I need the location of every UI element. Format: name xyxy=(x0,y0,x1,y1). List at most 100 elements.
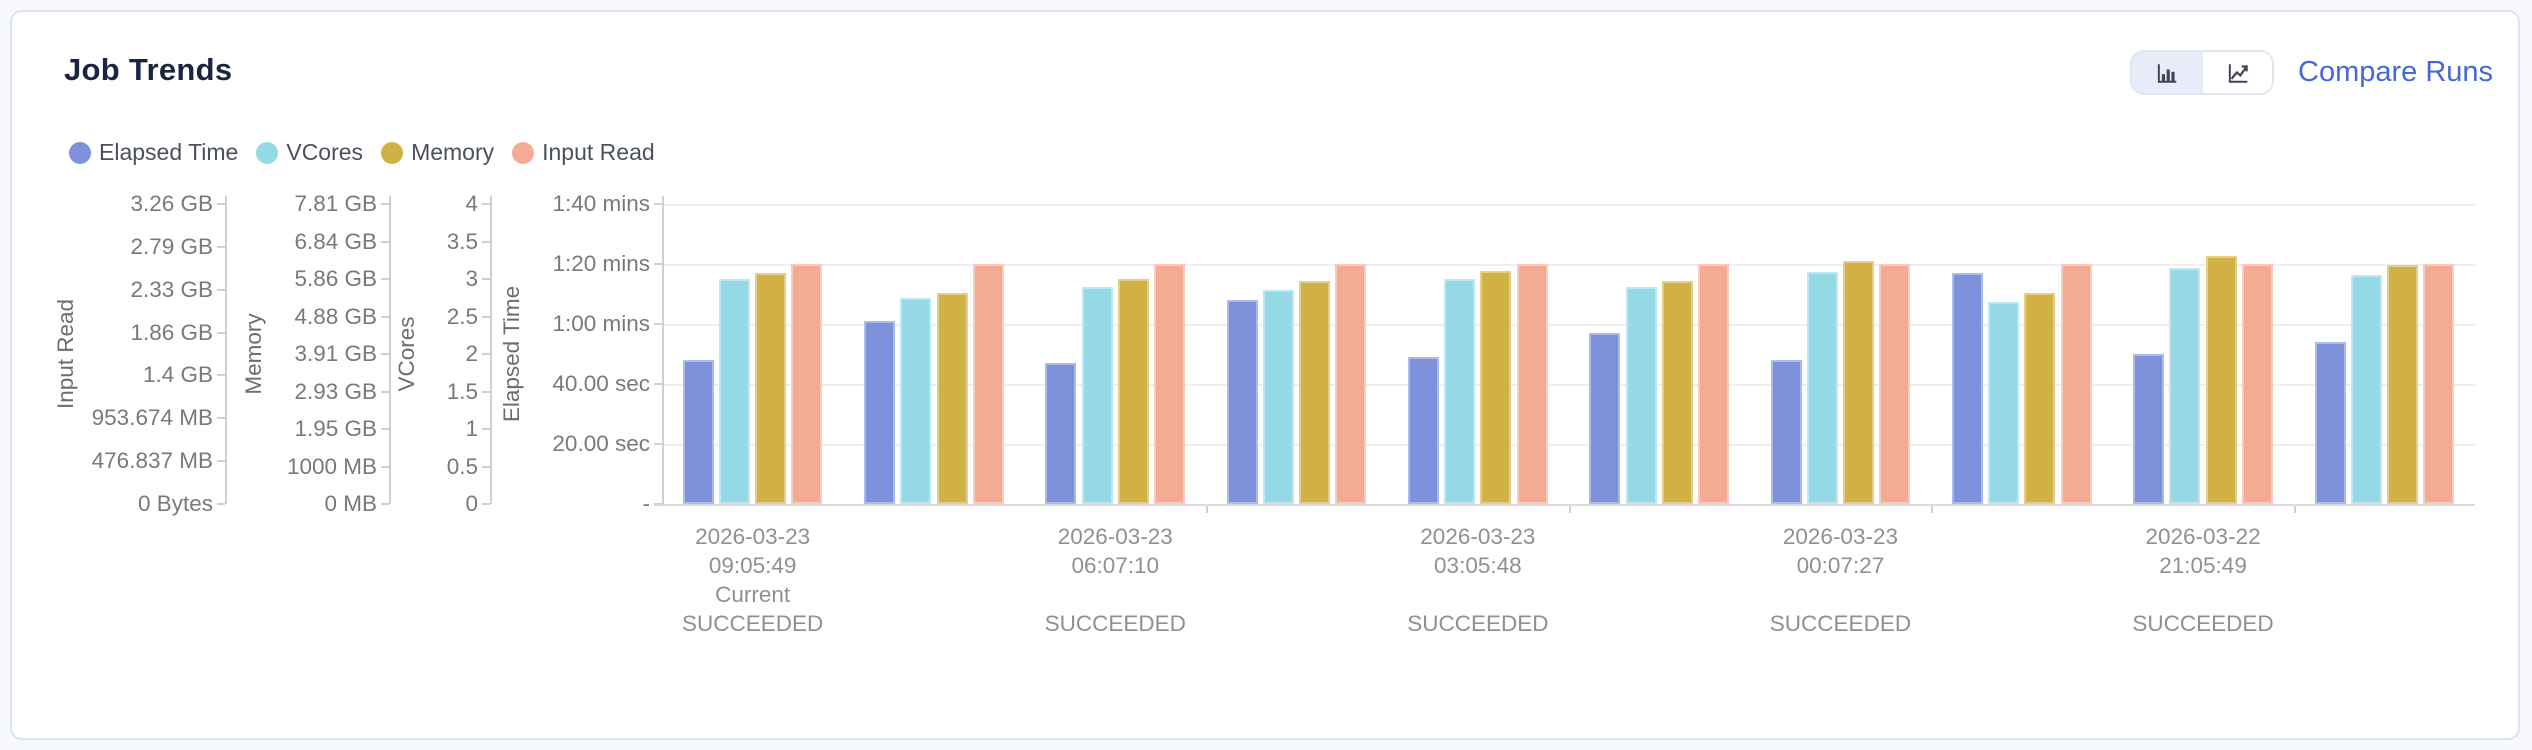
legend-label: Elapsed Time xyxy=(99,139,239,165)
elapsed-time-axis-line xyxy=(662,196,664,504)
input-read-tick-label: 953.674 MB xyxy=(91,405,213,431)
vcores-bar[interactable] xyxy=(2169,267,2201,504)
memory-bar[interactable] xyxy=(936,292,968,504)
memory-axis-tick xyxy=(381,203,389,205)
input-read-bar[interactable] xyxy=(791,263,823,504)
memory-axis-tick xyxy=(381,503,389,505)
memory-tick-label: 5.86 GB xyxy=(294,266,377,291)
vcores-bar[interactable] xyxy=(1988,301,2020,504)
run-label: 2026-03-23 00:07:27 SUCCEEDED xyxy=(1690,522,1990,638)
vcores-bar[interactable] xyxy=(900,297,932,504)
vcores-tick-label: 1.5 xyxy=(446,378,478,404)
memory-axis-tick xyxy=(381,278,389,280)
input-read-bar[interactable] xyxy=(1697,263,1729,504)
memory-bar[interactable] xyxy=(1117,279,1149,504)
input-read-tick-label: 3.26 GB xyxy=(130,191,213,216)
elapsed-time-axis-tick xyxy=(654,263,662,265)
input-read-bar[interactable] xyxy=(1516,263,1548,504)
memory-axis-tick xyxy=(381,465,389,468)
compare-runs-link[interactable]: Compare Runs xyxy=(2298,56,2494,88)
run-date: 2026-03-23 xyxy=(1420,524,1536,549)
legend: Elapsed Time VCores Memory Input Read xyxy=(69,139,655,166)
elapsed-time-tick-label: - xyxy=(642,491,651,516)
vcores-bar[interactable] xyxy=(1806,271,1838,504)
x-axis-tick xyxy=(1931,506,1934,513)
memory-bar[interactable] xyxy=(1843,261,1875,504)
input-read-swatch xyxy=(512,141,535,164)
run-label: 2026-03-22 21:05:49 SUCCEEDED xyxy=(2053,522,2353,638)
input-read-bar[interactable] xyxy=(2060,263,2092,504)
elapsed-time-bar[interactable] xyxy=(682,360,714,504)
input-read-axis-line xyxy=(225,196,227,504)
run-tag xyxy=(1690,580,1990,609)
input-read-bar[interactable] xyxy=(2423,263,2455,504)
vcores-bar[interactable] xyxy=(719,279,751,504)
run-date: 2026-03-23 xyxy=(1057,524,1173,549)
memory-bar[interactable] xyxy=(1299,280,1331,504)
legend-item-memory[interactable]: Memory xyxy=(381,139,494,166)
input-read-bar[interactable] xyxy=(1879,263,1911,504)
memory-tick-label: 6.84 GB xyxy=(294,228,377,254)
elapsed-time-bar[interactable] xyxy=(1408,357,1440,504)
memory-bar[interactable] xyxy=(1661,280,1693,504)
vcores-bar[interactable] xyxy=(1444,279,1476,504)
memory-tick-label: 4.88 GB xyxy=(294,303,377,329)
elapsed-time-axis-tick xyxy=(654,443,662,445)
legend-item-vcores[interactable]: VCores xyxy=(256,139,363,166)
x-axis-tick xyxy=(1568,506,1571,513)
x-axis-tick xyxy=(2293,506,2296,513)
elapsed-time-axis-tick xyxy=(654,383,662,385)
run-time: 00:07:27 xyxy=(1796,553,1885,578)
elapsed-time-bar[interactable] xyxy=(1951,273,1983,504)
memory-axis-tick xyxy=(381,353,389,355)
vcores-axis-tick xyxy=(482,503,490,505)
input-read-bar[interactable] xyxy=(972,263,1004,504)
run-status-badge: SUCCEEDED xyxy=(682,611,824,636)
input-read-axis-tick xyxy=(217,503,225,505)
line-chart-toggle-button[interactable] xyxy=(2201,52,2272,93)
memory-swatch xyxy=(381,141,404,164)
run-time: 09:05:49 xyxy=(708,553,797,578)
legend-label: VCores xyxy=(286,139,364,165)
vcores-axis-tick xyxy=(482,353,490,355)
memory-bar[interactable] xyxy=(1480,270,1512,504)
legend-label: Memory xyxy=(411,139,495,165)
memory-bar[interactable] xyxy=(2386,265,2418,504)
elapsed-time-bar[interactable] xyxy=(1226,300,1258,504)
gridline xyxy=(662,444,2475,446)
input-read-bar[interactable] xyxy=(2241,263,2273,504)
bar-chart-toggle-button[interactable] xyxy=(2132,52,2201,93)
elapsed-time-axis-title: Elapsed Time xyxy=(499,285,524,423)
legend-item-elapsed-time[interactable]: Elapsed Time xyxy=(69,139,238,166)
vcores-axis-line xyxy=(490,196,492,504)
vcores-axis-tick xyxy=(482,315,490,318)
elapsed-time-tick-label: 1:40 mins xyxy=(552,191,650,216)
run-time: 06:07:10 xyxy=(1071,553,1160,578)
legend-item-input-read[interactable]: Input Read xyxy=(512,139,655,166)
vcores-bar[interactable] xyxy=(2350,275,2382,504)
run-tag xyxy=(2053,580,2353,609)
elapsed-time-bar[interactable] xyxy=(864,321,896,504)
vcores-bar[interactable] xyxy=(1262,290,1294,504)
vcores-bar[interactable] xyxy=(1081,286,1113,504)
memory-bar[interactable] xyxy=(2205,256,2237,504)
vcores-tick-label: 4 xyxy=(465,191,478,216)
memory-tick-label: 2.93 GB xyxy=(294,378,377,404)
elapsed-time-bar[interactable] xyxy=(1045,363,1077,504)
elapsed-time-tick-label: 20.00 sec xyxy=(552,431,650,456)
elapsed-time-bar[interactable] xyxy=(1589,333,1621,504)
vcores-bar[interactable] xyxy=(1625,286,1657,504)
vcores-axis-tick xyxy=(482,390,490,393)
elapsed-time-bar[interactable] xyxy=(2133,354,2165,504)
input-read-bar[interactable] xyxy=(1154,263,1186,504)
memory-bar[interactable] xyxy=(755,273,787,504)
elapsed-time-bar[interactable] xyxy=(2314,342,2346,504)
input-read-bar[interactable] xyxy=(1335,263,1367,504)
run-status-badge: SUCCEEDED xyxy=(1769,611,1912,636)
elapsed-time-bar[interactable] xyxy=(1770,360,1802,504)
gridline xyxy=(662,204,2475,206)
x-axis-line xyxy=(654,504,2475,506)
page-title: Job Trends xyxy=(64,52,233,87)
memory-bar[interactable] xyxy=(2024,293,2056,504)
